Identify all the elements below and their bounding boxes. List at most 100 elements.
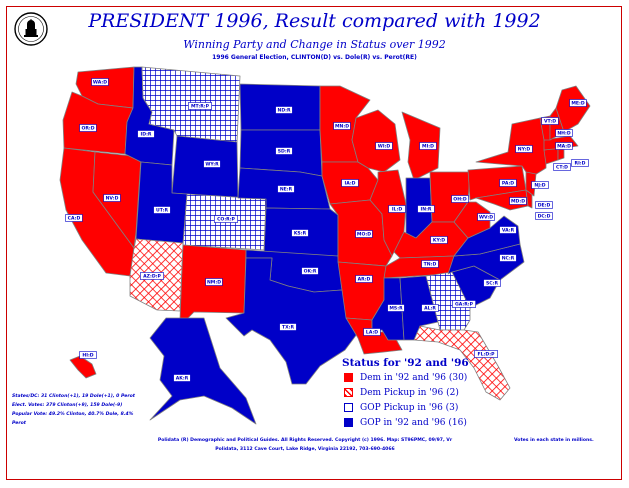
- legend-title: Status for '92 and '96: [342, 357, 469, 369]
- state-label-text: KS:R: [294, 231, 307, 237]
- state-label-nh: NH:D: [555, 129, 573, 137]
- state-label-text: RI:D: [575, 161, 586, 167]
- capitol-seal-icon: [14, 12, 48, 46]
- state-fl: [413, 325, 511, 401]
- legend-item-dem-hold: Dem in '92 and '96 (30): [338, 371, 528, 384]
- state-label-text: ID:R: [141, 132, 152, 138]
- state-label-text: ME:D: [571, 101, 585, 107]
- state-label-text: WY:R: [205, 162, 219, 168]
- state-label-text: CA:D: [68, 216, 81, 222]
- state-label-text: UT:R: [156, 208, 168, 214]
- state-label-nm: NM:D: [205, 278, 223, 286]
- notes-states: States/DC: 31 Clinton(+1), 19 Dole(+1), …: [12, 394, 135, 399]
- state-label-text: DC:D: [538, 214, 551, 220]
- state-label-dc: DC:D: [535, 212, 553, 220]
- state-label-text: MD:D: [511, 199, 525, 205]
- state-label-text: NE:R: [280, 187, 293, 193]
- state-label-text: MI:D: [422, 144, 434, 150]
- legend-label: GOP Pickup in '96 (3): [360, 402, 459, 413]
- state-label-text: TX:R: [282, 325, 295, 331]
- state-label-mi: MI:D: [419, 142, 437, 150]
- state-label-pa: PA:D: [499, 179, 517, 187]
- state-label-text: NY:D: [518, 147, 531, 153]
- state-label-text: CO:R:P: [217, 217, 235, 223]
- state-label-ms: MS:R: [387, 304, 405, 312]
- state-label-text: KY:D: [433, 238, 445, 244]
- state-label-ok: OK:R: [301, 267, 319, 275]
- notes-popular: Popular Vote: 49.2% Clinton, 40.7% Dole,…: [12, 412, 134, 426]
- state-label-wv: WV:D: [477, 213, 495, 221]
- map-frame: [6, 6, 622, 480]
- dem-hold-swatch: [344, 373, 353, 382]
- state-label-text: VA:R: [502, 228, 515, 234]
- state-label-text: MT:R:P: [191, 104, 210, 110]
- state-label-oh: OH:D: [451, 195, 469, 203]
- state-label-text: OR:D: [81, 126, 94, 132]
- state-wi: [351, 109, 401, 173]
- state-label-nv: NV:D: [103, 194, 121, 202]
- state-nj: [525, 171, 537, 197]
- state-label-nj: NJ:D: [531, 181, 549, 189]
- state-label-text: HI:D: [82, 353, 93, 359]
- state-label-text: MO:D: [357, 232, 371, 238]
- state-ct: [543, 147, 559, 165]
- state-label-text: AR:D: [358, 277, 371, 283]
- state-label-wy: WY:R: [203, 160, 221, 168]
- state-label-ma: MA:D: [555, 142, 573, 150]
- state-label-text: DE:D: [538, 203, 551, 209]
- state-label-de: DE:D: [535, 201, 553, 209]
- state-label-il: IL:D: [388, 205, 406, 213]
- state-label-ks: KS:R: [291, 229, 309, 237]
- state-label-ca: CA:D: [65, 214, 83, 222]
- state-label-text: MN:D: [335, 124, 349, 130]
- state-hi: [69, 355, 97, 379]
- state-label-tn: TN:D: [421, 260, 439, 268]
- state-label-fl: FL:D:P: [474, 350, 498, 358]
- legend-label: GOP in '92 and '96 (16): [360, 417, 467, 428]
- legend-label: Dem Pickup in '96 (2): [360, 387, 459, 398]
- summary-notes: States/DC: 31 Clinton(+1), 19 Dole(+1), …: [12, 392, 142, 428]
- state-label-hi: HI:D: [79, 351, 97, 359]
- state-label-co: CO:R:P: [214, 215, 238, 223]
- state-label-text: ND:R: [277, 108, 290, 114]
- page-title: PRESIDENT 1996, Result compared with 199…: [88, 10, 541, 32]
- state-label-me: ME:D: [569, 99, 587, 107]
- state-ak: [149, 317, 257, 425]
- state-label-tx: TX:R: [279, 323, 297, 331]
- footer: Polidata (R) Demographic and Political G…: [150, 436, 460, 454]
- dem-pickup-swatch: [344, 388, 353, 397]
- state-label-text: TN:D: [424, 262, 437, 268]
- state-label-wa: WA:D: [91, 78, 109, 86]
- state-label-text: AZ:D:P: [143, 274, 161, 280]
- state-label-text: IL:D: [392, 207, 402, 213]
- state-label-text: WA:D: [93, 80, 107, 86]
- state-label-ut: UT:R: [153, 206, 171, 214]
- gop-pickup-swatch: [344, 403, 353, 412]
- state-label-text: OH:D: [453, 197, 467, 203]
- state-il: [369, 169, 407, 257]
- state-label-mo: MO:D: [355, 230, 373, 238]
- state-label-nd: ND:R: [275, 106, 293, 114]
- legend-label: Dem in '92 and '96 (30): [360, 372, 468, 383]
- legend-item-gop-hold: GOP in '92 and '96 (16): [338, 416, 528, 429]
- state-label-vt: VT:D: [541, 117, 559, 125]
- state-label-ar: AR:D: [355, 275, 373, 283]
- state-label-text: NV:D: [106, 196, 119, 202]
- state-label-ny: NY:D: [515, 145, 533, 153]
- election-subline: 1996 General Election, CLINTON(D) vs. Do…: [212, 54, 417, 61]
- state-label-text: AK:R: [176, 376, 189, 382]
- notes-electoral: Elect. Votes: 379 Clinton(+9), 159 Dole(…: [12, 403, 123, 408]
- footer-copyright: Polidata (R) Demographic and Political G…: [157, 438, 453, 443]
- state-label-text: FL:D:P: [478, 352, 496, 358]
- legend: Status for '92 and '96 Dem in '92 and '9…: [338, 357, 528, 429]
- state-label-text: VT:D: [544, 119, 556, 125]
- state-label-in: IN:R: [417, 205, 435, 213]
- state-label-md: MD:D: [509, 197, 527, 205]
- state-md: [475, 189, 529, 211]
- state-label-text: MS:R: [389, 306, 403, 312]
- state-label-wi: WI:D: [375, 142, 393, 150]
- state-label-text: NM:D: [207, 280, 221, 286]
- state-label-text: OK:R: [304, 269, 317, 275]
- state-label-sc: SC:R: [483, 279, 501, 287]
